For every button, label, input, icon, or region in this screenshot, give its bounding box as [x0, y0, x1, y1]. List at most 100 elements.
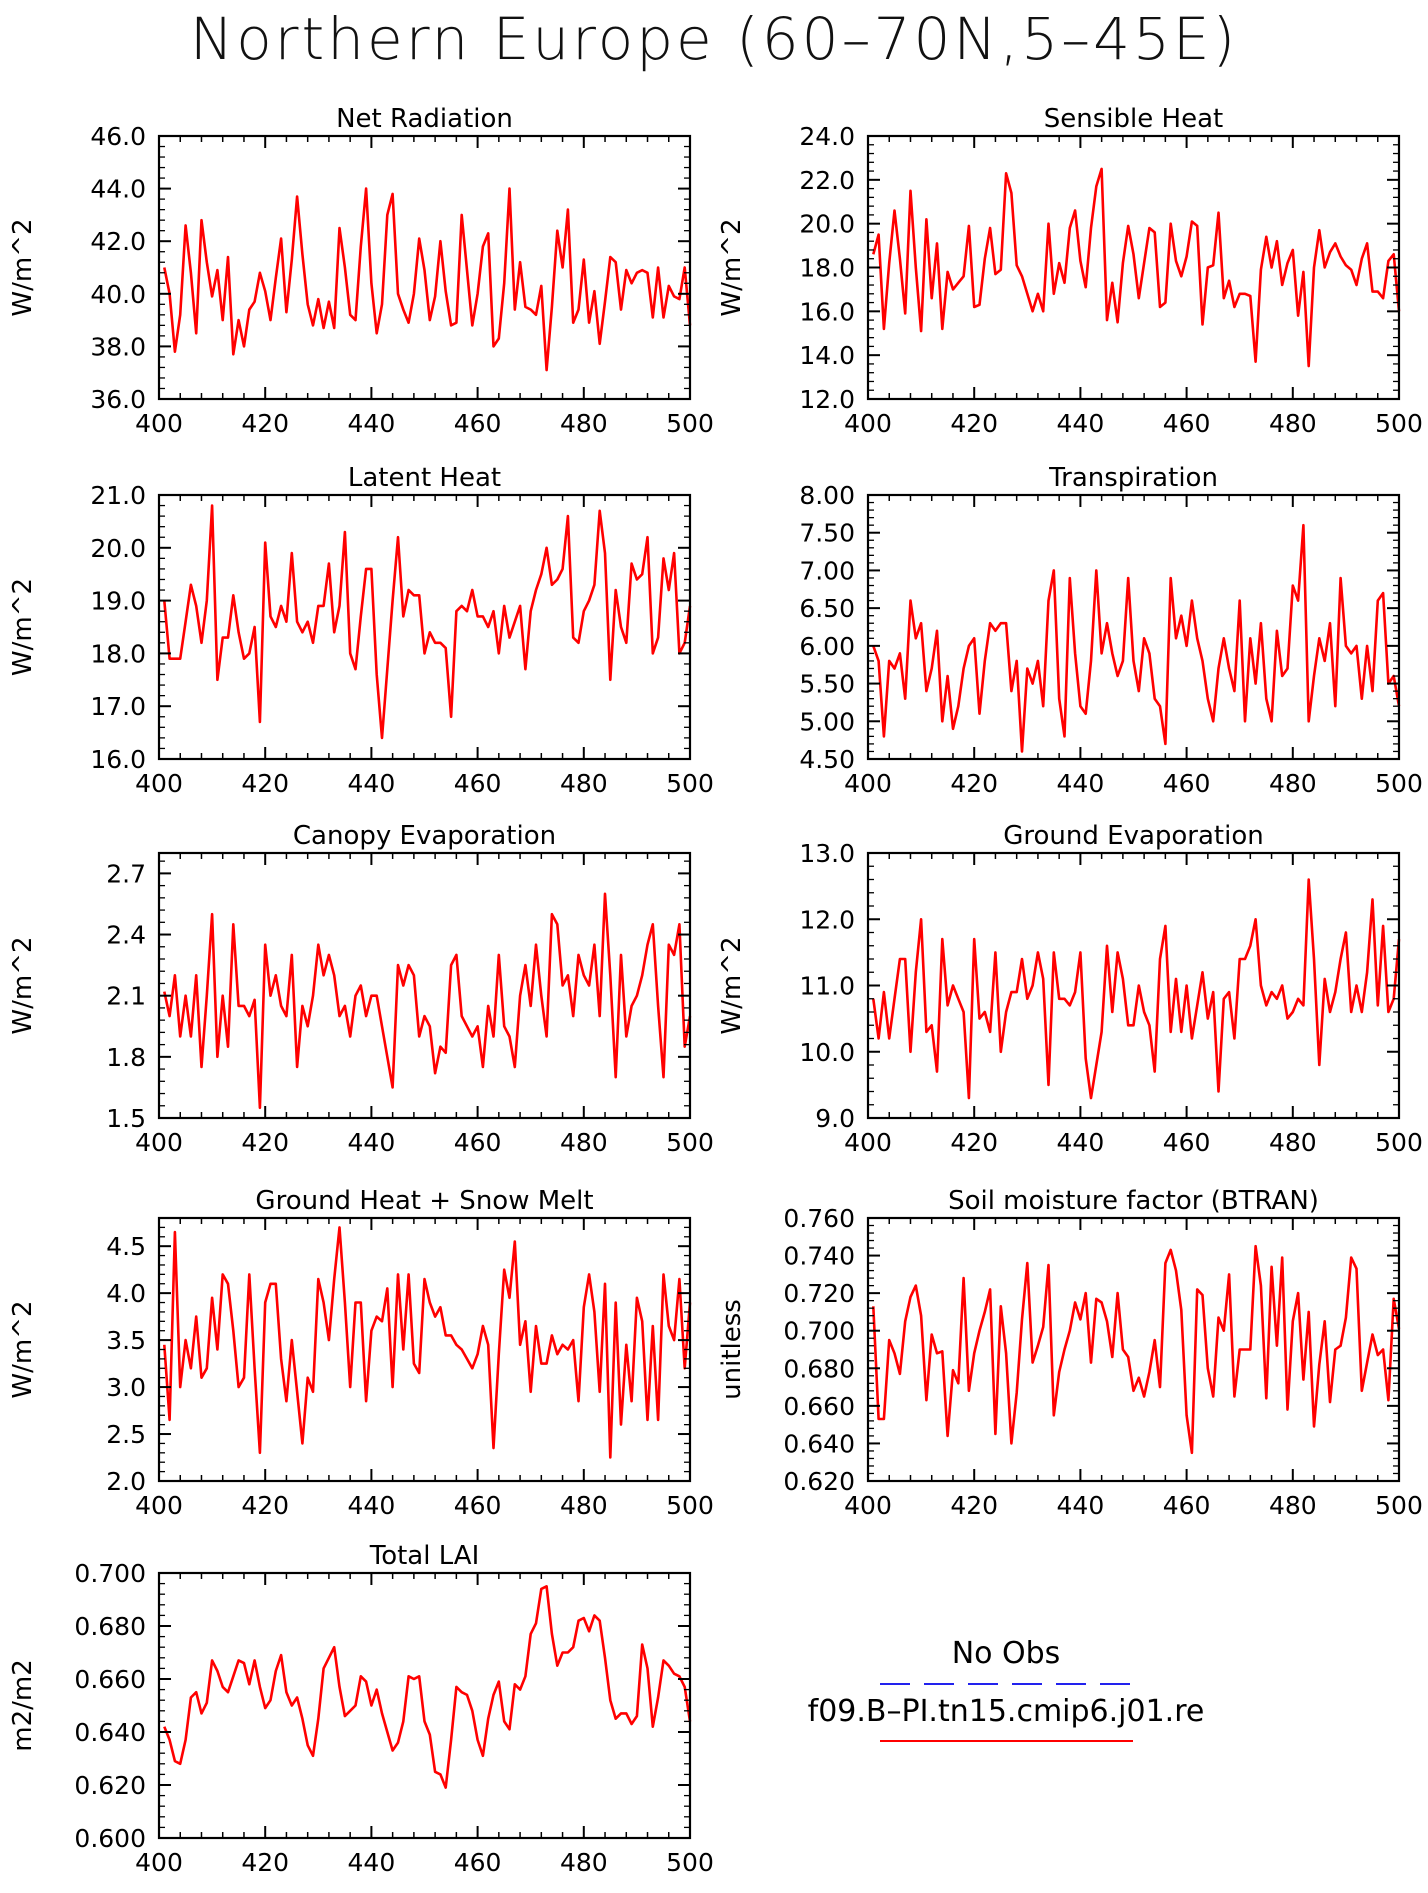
y-tick-label: 0.740: [783, 1242, 855, 1271]
x-tick-label: 440: [348, 1848, 396, 1877]
y-axis-label: W/m^2: [8, 936, 38, 1034]
y-tick-label: 38.0: [90, 332, 146, 361]
panel-title: Latent Heat: [348, 463, 501, 493]
y-tick-label: 17.0: [90, 692, 146, 721]
y-tick-label: 0.640: [783, 1429, 855, 1458]
y-tick-label: 0.760: [783, 1204, 855, 1233]
y-axis-label: W/m^2: [8, 578, 38, 676]
y-tick-label: 36.0: [90, 385, 146, 414]
x-tick-label: 480: [560, 409, 608, 438]
x-tick-label: 420: [950, 1128, 998, 1157]
y-tick-label: 6.50: [799, 594, 855, 623]
y-tick-label: 3.0: [106, 1373, 146, 1402]
y-tick-label: 0.640: [74, 1718, 146, 1747]
x-tick-label: 480: [560, 769, 608, 798]
legend-obs-label: No Obs: [952, 1636, 1061, 1671]
y-axis-label: W/m^2: [8, 1300, 38, 1398]
series-line: [163, 1226, 692, 1459]
x-tick-label: 440: [348, 409, 396, 438]
y-tick-label: 4.50: [799, 745, 855, 774]
x-tick-label: 420: [241, 409, 289, 438]
series-line: [872, 878, 1401, 1100]
x-tick-label: 440: [1057, 1128, 1105, 1157]
x-tick-label: 460: [454, 1491, 502, 1520]
x-tick-label: 420: [950, 769, 998, 798]
x-tick-label: 480: [1269, 409, 1317, 438]
y-tick-label: 20.0: [799, 210, 855, 239]
x-tick-label: 460: [454, 769, 502, 798]
y-tick-label: 0.620: [74, 1771, 146, 1800]
y-tick-label: 5.50: [799, 670, 855, 699]
y-tick-label: 13.0: [799, 839, 855, 868]
x-tick-label: 480: [560, 1128, 608, 1157]
x-tick-label: 500: [666, 1491, 714, 1520]
x-tick-label: 500: [666, 1848, 714, 1877]
x-tick-label: 440: [1057, 769, 1105, 798]
x-tick-label: 460: [1163, 409, 1211, 438]
y-tick-label: 24.0: [799, 122, 855, 151]
y-tick-label: 0.660: [783, 1392, 855, 1421]
panel-title: Soil moisture factor (BTRAN): [948, 1186, 1319, 1216]
x-tick-label: 400: [135, 409, 183, 438]
x-tick-label: 440: [1057, 1491, 1105, 1520]
y-tick-label: 7.00: [799, 556, 855, 585]
y-tick-label: 18.0: [90, 639, 146, 668]
x-tick-label: 500: [666, 769, 714, 798]
y-tick-label: 2.1: [106, 982, 146, 1011]
panel-ground-heat-snow-melt: 400 420 440 460 480 500 2.0 2.5 3.0 3.5 4.0 4.5 Grou…: [8, 1186, 714, 1520]
y-tick-label: 40.0: [90, 280, 146, 309]
x-tick-label: 400: [135, 1848, 183, 1877]
plot-frame: [157, 851, 692, 1120]
x-tick-label: 400: [844, 1128, 892, 1157]
panel-latent-heat: 400 420 440 460 480 500 16.0 17.0 18.0 19.0 20.0 21…: [8, 463, 714, 798]
panel-title: Transpiration: [1048, 463, 1218, 493]
legend-model-label: f09.B–PI.tn15.cmip6.j01.re: [808, 1694, 1205, 1729]
x-tick-label: 440: [348, 1491, 396, 1520]
y-tick-label: 0.660: [74, 1665, 146, 1694]
x-tick-label: 400: [135, 1491, 183, 1520]
series-line: [872, 1244, 1401, 1455]
x-tick-label: 500: [1375, 769, 1423, 798]
y-tick-label: 2.5: [106, 1420, 146, 1449]
panel-net-radiation: 400 420 440 460 480 500 36.0 38.0 40.0 42.0 44.0 46…: [8, 104, 714, 438]
x-tick-label: 420: [241, 1128, 289, 1157]
series-line: [872, 167, 1401, 368]
y-tick-label: 3.5: [106, 1326, 146, 1355]
y-tick-label: 21.0: [90, 481, 146, 510]
x-tick-label: 460: [454, 1848, 502, 1877]
x-tick-label: 420: [241, 1491, 289, 1520]
panel-title: Net Radiation: [336, 104, 513, 134]
page-title: Northern Europe (60–70N,5–45E): [189, 5, 1239, 73]
y-tick-label: 0.700: [74, 1559, 146, 1588]
y-axis-label: m2/m2: [8, 1659, 38, 1752]
x-tick-label: 440: [348, 1128, 396, 1157]
y-tick-label: 4.0: [106, 1279, 146, 1308]
y-axis-label: W/m^2: [8, 218, 38, 316]
x-tick-label: 480: [1269, 1491, 1317, 1520]
plot-frame: [866, 493, 1401, 761]
y-tick-label: 0.600: [74, 1824, 146, 1853]
panel-title: Ground Heat + Snow Melt: [255, 1186, 593, 1216]
y-tick-label: 2.4: [106, 921, 146, 950]
y-tick-label: 12.0: [799, 385, 855, 414]
x-tick-label: 440: [1057, 409, 1105, 438]
x-tick-label: 400: [135, 769, 183, 798]
panel-canopy-evaporation: 400 420 440 460 480 500 1.5 1.8 2.1 2.4 2.7 Canopy …: [8, 821, 714, 1157]
y-tick-label: 22.0: [799, 166, 855, 195]
x-tick-label: 500: [1375, 1128, 1423, 1157]
x-tick-label: 440: [348, 769, 396, 798]
plot-frame: [866, 1216, 1401, 1483]
x-tick-label: 460: [454, 409, 502, 438]
panel-title: Canopy Evaporation: [293, 821, 556, 851]
series-line: [163, 1585, 692, 1789]
y-tick-label: 2.0: [106, 1467, 146, 1496]
x-tick-label: 460: [1163, 769, 1211, 798]
x-tick-label: 500: [666, 1128, 714, 1157]
y-axis-label: W/m^2: [717, 936, 747, 1034]
y-tick-label: 0.680: [74, 1612, 146, 1641]
y-tick-label: 7.50: [799, 519, 855, 548]
plot-frame: [157, 1571, 692, 1840]
series-line: [872, 523, 1401, 753]
y-axis-label: unitless: [717, 1299, 747, 1400]
y-tick-label: 14.0: [799, 341, 855, 370]
